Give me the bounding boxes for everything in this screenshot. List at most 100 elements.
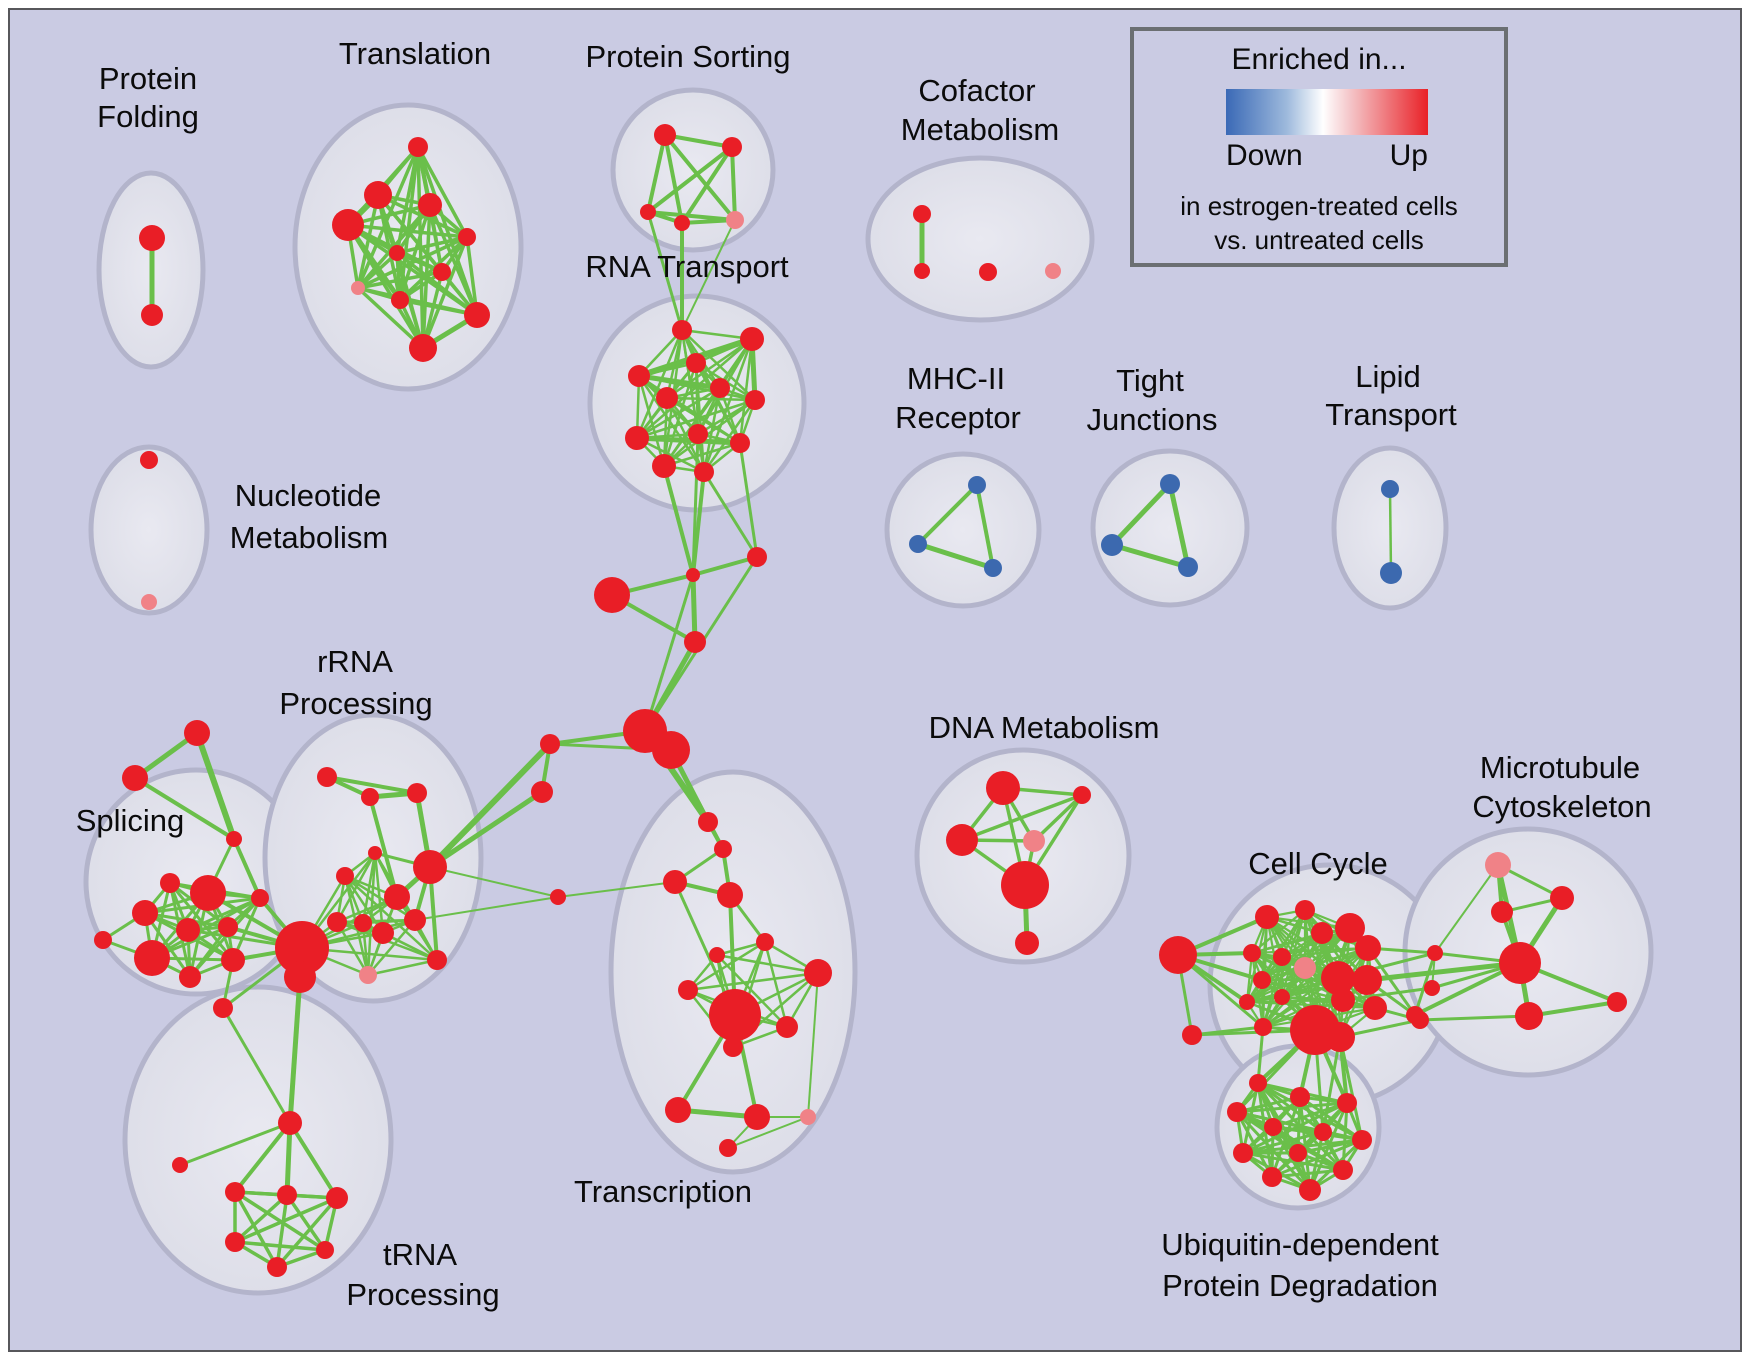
gene-set-node-cc3 <box>1311 922 1333 944</box>
gene-set-node-m3 <box>550 889 566 905</box>
edge-rt10-rt11 <box>663 441 741 468</box>
gene-set-node-rr5 <box>384 884 410 910</box>
edge-m3-rrbig <box>429 866 559 898</box>
edge-rt4-rt7 <box>638 374 756 402</box>
edge-rt8-rt10 <box>636 436 741 445</box>
edge-sq1-tn1 <box>221 1007 292 1124</box>
cluster-ellipse-tight-junctions <box>1090 448 1250 608</box>
gene-set-node-tx14 <box>800 1109 816 1125</box>
edge-ps3-ps5 <box>647 210 736 222</box>
gene-set-node-cc13 <box>1239 994 1255 1010</box>
gene-set-node-rt12 <box>694 462 714 482</box>
gene-set-node-mt3 <box>1427 945 1443 961</box>
cluster-label-mhc-ii-receptor-line1: MHC-II <box>907 361 1005 396</box>
cluster-ellipse-nucleotide-metabolism <box>88 444 210 616</box>
edge-ps5-rt1 <box>681 219 736 331</box>
gene-set-node-cc2 <box>1295 900 1315 920</box>
edge-ps1-ps4 <box>663 134 684 224</box>
edge-rt4-rt11 <box>637 375 666 467</box>
gene-set-node-ub2 <box>1290 1087 1310 1107</box>
edge-tn1-tn4 <box>284 1122 293 1196</box>
edge-t4-t5 <box>347 223 468 239</box>
gene-set-node-rr13 <box>427 950 447 970</box>
edge-cc16-ub1 <box>1256 1026 1265 1084</box>
gene-set-node-tn6 <box>225 1232 245 1252</box>
edge-cc7-cc16 <box>1261 956 1284 1028</box>
edge-t6-t10 <box>395 251 479 317</box>
gene-set-node-tn7 <box>316 1241 334 1259</box>
edge-tx6-tx10 <box>716 954 788 1028</box>
gene-set-node-lt2 <box>1380 562 1402 584</box>
edge-ub5-ub11 <box>1272 1125 1344 1172</box>
edge-rr9-rr12 <box>367 919 416 976</box>
edge-tn1-tn3 <box>233 1121 292 1194</box>
edge-rr6-rr14 <box>335 852 377 923</box>
gene-set-node-rr12 <box>359 966 377 984</box>
gene-set-node-rt4 <box>628 365 650 387</box>
edge-t1-t10 <box>416 146 479 316</box>
gene-set-node-t9 <box>391 291 409 309</box>
legend-up-label: Up <box>1389 139 1428 172</box>
gene-set-node-sp6 <box>190 875 226 911</box>
edge-tn4-tn8 <box>275 1194 289 1268</box>
edge-tn5-tn8 <box>275 1196 339 1269</box>
edge-mh1-mh3 <box>975 484 995 569</box>
edge-t1-t5 <box>416 146 469 238</box>
gene-set-node-tri3 <box>226 831 242 847</box>
edge-t5-t6 <box>396 235 468 255</box>
legend-subtitle-1: in estrogen-treated cells <box>1180 191 1458 221</box>
gene-set-node-lt1 <box>1381 480 1399 498</box>
gene-set-node-ps5 <box>726 211 744 229</box>
edge-rr13-rr14 <box>373 852 439 961</box>
edge-ub8-ub11 <box>1242 1151 1344 1172</box>
gene-set-node-dm1 <box>986 771 1020 805</box>
gene-set-node-cm1 <box>913 205 931 223</box>
cluster-ellipse-trna-processing <box>122 984 394 1296</box>
gene-set-node-tj3 <box>1178 557 1198 577</box>
edge-t9-t10 <box>399 298 478 317</box>
edge-t5-t10 <box>465 236 479 316</box>
gene-set-node-dm5 <box>1001 861 1049 909</box>
gene-set-node-cc7 <box>1273 948 1291 966</box>
cluster-ellipse-dna-metabolism <box>914 747 1132 965</box>
edge-t7-t8 <box>357 270 443 290</box>
gene-set-node-mtbig <box>1499 942 1541 984</box>
gene-set-node-mh3 <box>984 559 1002 577</box>
edge-tx14-tx15 <box>727 1116 809 1149</box>
edge-ub2-ub4 <box>1236 1095 1301 1114</box>
edge-t2-t8 <box>356 194 380 289</box>
cluster-label-rrna-processing-line2: Processing <box>279 686 432 721</box>
edge-cc2-cc12 <box>1280 909 1307 998</box>
edge-cc17-ub7 <box>1338 1036 1364 1141</box>
gene-set-node-tn8 <box>267 1257 287 1277</box>
edge-ps2-ps5 <box>730 146 737 221</box>
gene-set-node-nm1 <box>140 451 158 469</box>
edge-cc5-cc6 <box>1251 946 1369 955</box>
gene-set-node-cc12 <box>1274 989 1290 1005</box>
gene-set-node-sp8 <box>221 948 245 972</box>
gene-set-node-cc16 <box>1254 1018 1272 1036</box>
gene-set-node-rr2 <box>361 788 379 806</box>
gene-set-node-t8 <box>351 281 365 295</box>
gene-set-node-t4 <box>332 209 364 241</box>
gene-set-node-ps1 <box>654 124 676 146</box>
edge-rt12-c2 <box>702 471 759 558</box>
gene-set-node-pf1 <box>139 225 165 251</box>
edge-mtp-mt3 <box>1434 864 1499 954</box>
edge-ps2-ps4 <box>680 145 734 225</box>
gene-set-node-cc10 <box>1321 961 1355 995</box>
figure-frame: Protein Folding Translation Protein Sorting… <box>8 8 1742 1352</box>
edge-t8-t11 <box>356 286 425 350</box>
gene-set-node-tn5 <box>326 1187 348 1209</box>
cluster-label-cell-cycle-line1: Cell Cycle <box>1248 846 1388 881</box>
gene-set-node-mt6 <box>1515 1002 1543 1030</box>
gene-set-node-dm2 <box>1073 786 1091 804</box>
cluster-label-trna-processing-line1: tRNA <box>383 1237 457 1272</box>
gene-set-node-pf2 <box>141 304 163 326</box>
edge-tn4-tn6 <box>233 1193 289 1244</box>
edge-tri3-sp9 <box>232 838 262 899</box>
edge-ub3-ub4 <box>1236 1101 1348 1114</box>
gene-set-node-nm2 <box>141 594 157 610</box>
gene-set-node-rt9 <box>688 424 708 444</box>
gene-set-node-cc14 <box>1331 988 1355 1012</box>
